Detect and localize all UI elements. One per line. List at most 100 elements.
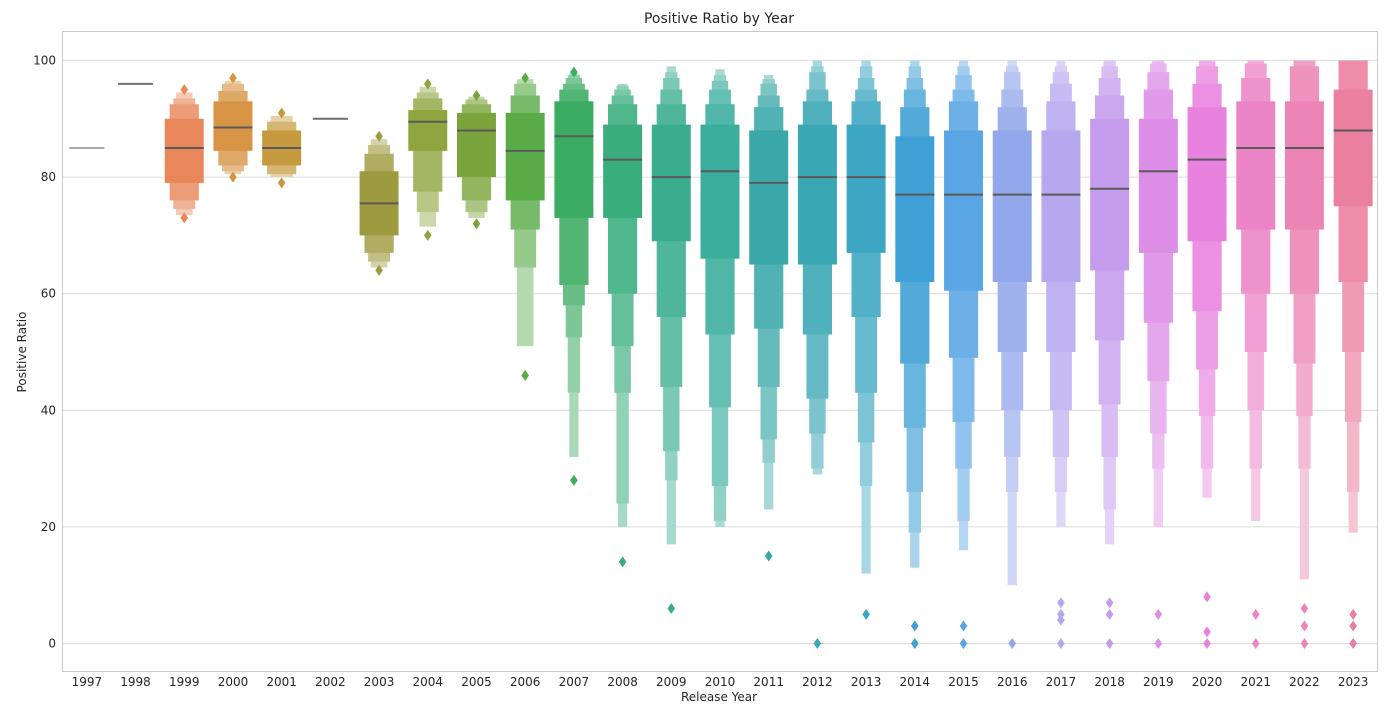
box-level — [700, 124, 740, 259]
year-box-group — [1090, 60, 1130, 649]
outlier-marker — [1300, 638, 1309, 649]
box-level — [944, 130, 983, 291]
year-box-group — [651, 66, 691, 615]
plot-area — [69, 60, 1373, 649]
year-box-group — [1284, 60, 1324, 649]
x-tick-label: 2022 — [1289, 675, 1320, 689]
y-tick-label: 40 — [41, 403, 56, 417]
year-box-group — [895, 60, 935, 649]
x-tick-label: 1998 — [120, 675, 151, 689]
outlier-marker — [1057, 614, 1065, 626]
outlier-marker — [277, 177, 286, 189]
year-box-group — [1041, 60, 1081, 649]
x-tick-label: 2012 — [802, 675, 833, 689]
year-box-group — [1333, 60, 1373, 649]
box-level — [1333, 89, 1373, 207]
outlier-marker — [570, 66, 578, 78]
x-tick-label: 2017 — [1046, 675, 1077, 689]
box-level — [1090, 118, 1130, 271]
box-level — [457, 112, 496, 178]
x-tick-label: 2014 — [900, 675, 931, 689]
chart-title: Positive Ratio by Year — [644, 11, 794, 27]
outlier-marker — [1251, 638, 1260, 649]
box-level — [992, 130, 1032, 283]
outlier-marker — [1349, 638, 1357, 649]
outlier-marker — [1154, 638, 1163, 649]
outlier-marker — [764, 550, 773, 562]
x-tick-label: 2004 — [413, 675, 444, 689]
outlier-marker — [1105, 638, 1114, 649]
y-tick-label: 100 — [33, 54, 56, 68]
x-tick-label: 2016 — [997, 675, 1028, 689]
outlier-marker — [570, 474, 578, 486]
y-tick-label: 20 — [41, 520, 56, 534]
outlier-marker — [180, 212, 189, 224]
outlier-marker — [1300, 620, 1309, 632]
outlier-marker — [423, 78, 432, 90]
outlier-marker — [1105, 597, 1114, 609]
box-level — [846, 124, 886, 253]
outlier-marker — [959, 620, 968, 632]
x-tick-label: 2008 — [607, 675, 638, 689]
outlier-marker — [618, 556, 627, 568]
x-tick-label: 1999 — [169, 675, 200, 689]
outlier-marker — [375, 264, 383, 276]
box-level — [651, 124, 691, 242]
box-level — [505, 112, 545, 201]
box-level — [749, 130, 789, 265]
x-tick-label: 2023 — [1338, 675, 1369, 689]
outlier-marker — [180, 84, 189, 96]
x-tick-label: 2001 — [266, 675, 297, 689]
y-tick-label: 0 — [48, 637, 56, 651]
outlier-marker — [1057, 608, 1065, 620]
year-box-group — [797, 60, 837, 649]
x-tick-label: 2007 — [559, 675, 590, 689]
outlier-marker — [1105, 608, 1114, 620]
outlier-marker — [1057, 597, 1065, 609]
x-tick-label: 2000 — [218, 675, 249, 689]
outlier-marker — [813, 638, 822, 649]
x-tick-label: 2005 — [461, 675, 492, 689]
outlier-marker — [1349, 620, 1357, 632]
year-box-group — [1138, 60, 1178, 649]
x-tick-labels: 1997 1998 1999 2000 2001 2002 2003 2004 2005 2006… — [72, 675, 1369, 689]
plot-frame — [62, 31, 1378, 672]
box-level — [1236, 101, 1276, 230]
x-tick-label: 2020 — [1192, 675, 1223, 689]
year-box-group — [992, 60, 1032, 649]
year-box-group — [457, 89, 496, 230]
box-level — [603, 124, 643, 218]
box-level — [408, 110, 448, 151]
outlier-marker — [911, 620, 919, 632]
outlier-marker — [1203, 626, 1211, 638]
outlier-marker — [667, 603, 676, 615]
year-box-group — [944, 60, 983, 649]
box-level — [1187, 107, 1227, 242]
x-tick-label: 1997 — [72, 675, 103, 689]
outlier-marker — [911, 638, 919, 649]
year-box-group — [359, 130, 399, 276]
x-tick-label: 2019 — [1143, 675, 1174, 689]
outlier-marker — [1203, 638, 1211, 649]
year-box-group — [700, 69, 740, 527]
outlier-marker — [229, 171, 237, 183]
x-tick-label: 2011 — [753, 675, 784, 689]
outlier-marker — [277, 107, 286, 119]
y-tick-labels: 0 20 40 60 80 100 — [33, 54, 56, 651]
y-axis-title: Positive Ratio — [15, 312, 29, 393]
x-tick-label: 2006 — [510, 675, 541, 689]
x-tick-label: 2002 — [315, 675, 346, 689]
outlier-marker — [1008, 638, 1017, 649]
outlier-marker — [1057, 638, 1065, 649]
x-tick-label: 2003 — [364, 675, 395, 689]
year-box-group — [1236, 60, 1276, 649]
year-box-group — [262, 107, 302, 189]
box-level — [164, 118, 204, 183]
outlier-marker — [521, 72, 529, 84]
x-tick-label: 2010 — [705, 675, 736, 689]
x-tick-label: 2018 — [1094, 675, 1125, 689]
year-box-group — [749, 75, 789, 562]
year-box-group — [1187, 60, 1227, 649]
outlier-marker — [959, 638, 968, 649]
